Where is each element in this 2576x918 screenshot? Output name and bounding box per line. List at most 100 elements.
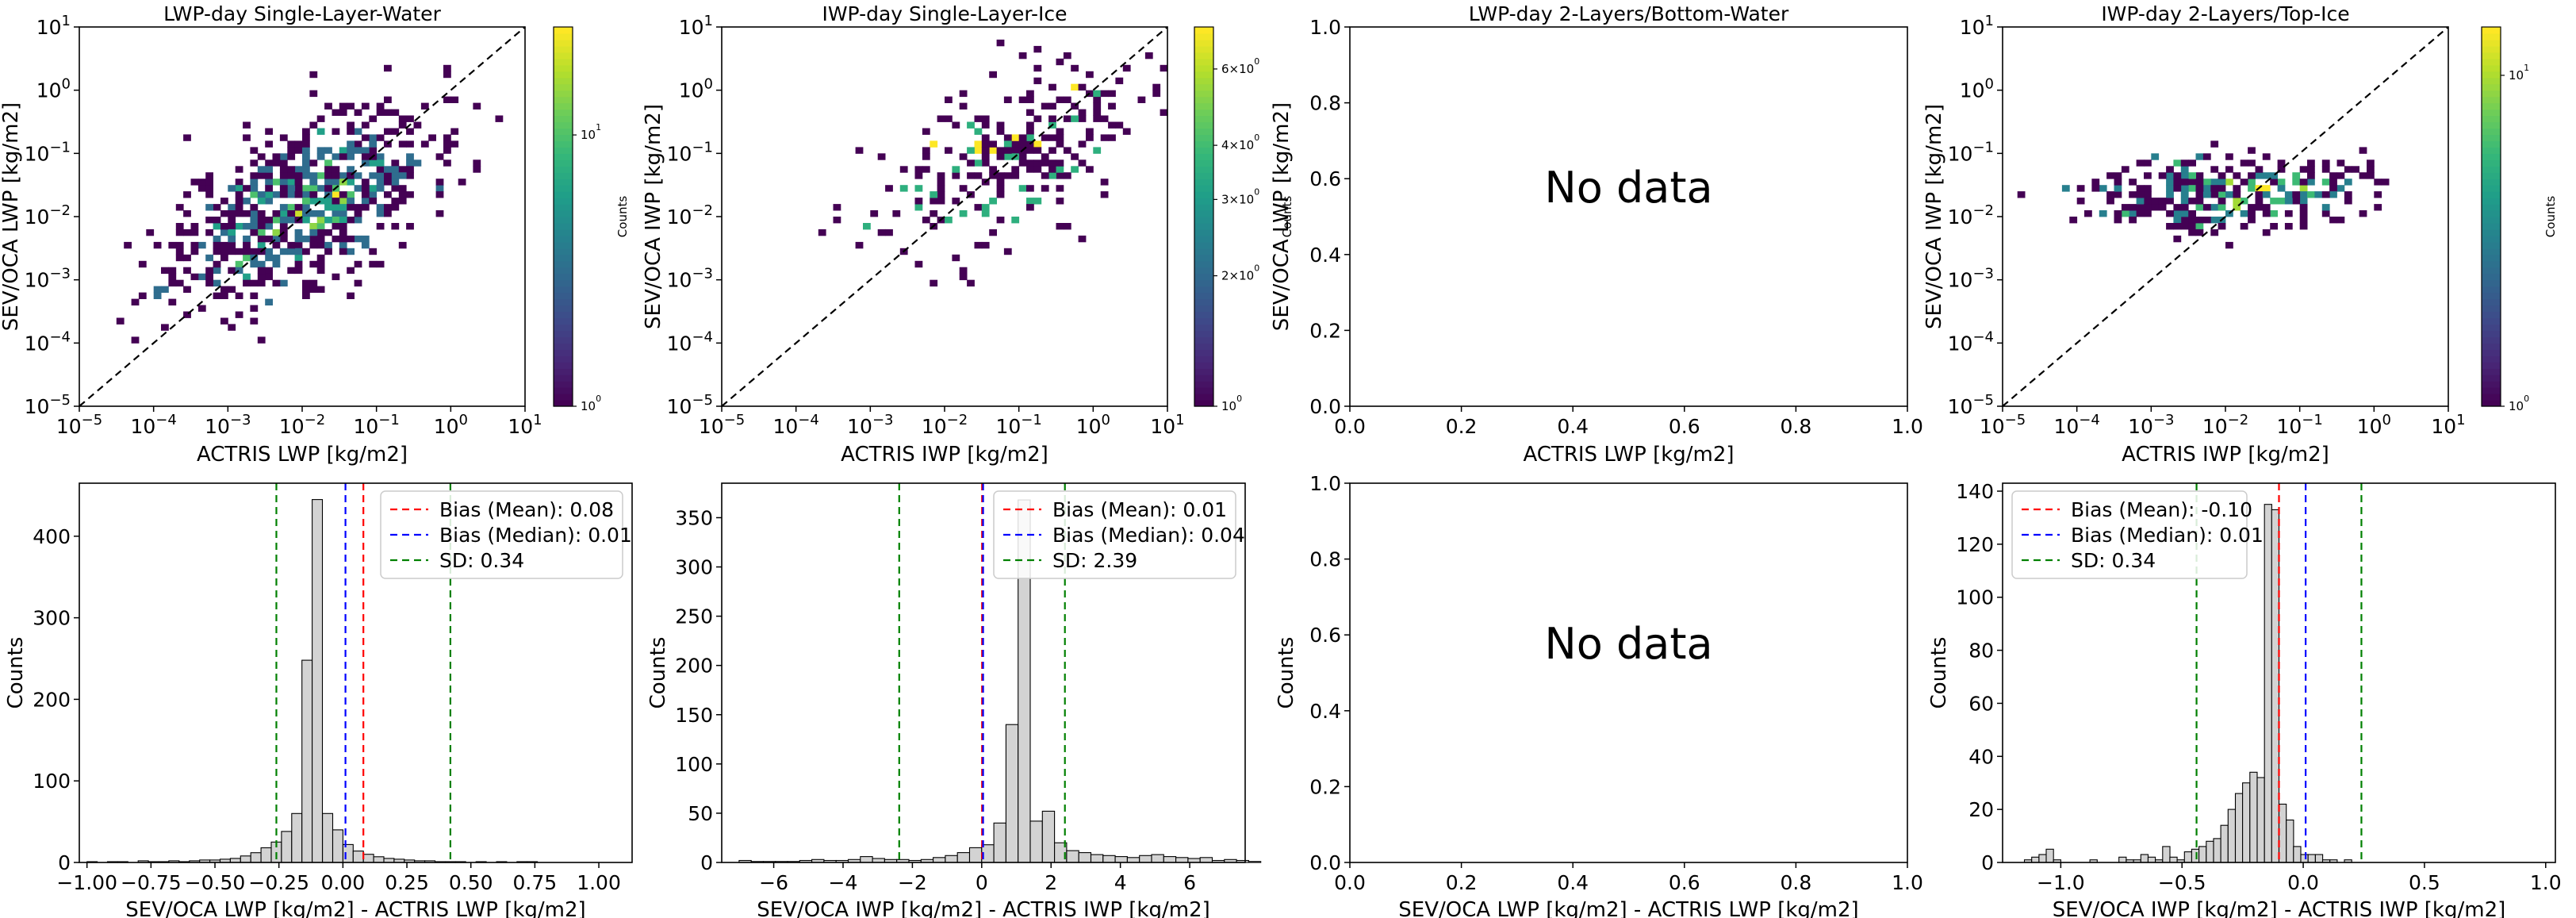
heatmap-cell [2099, 185, 2107, 192]
heatmap-cell [1144, 52, 1153, 60]
heatmap-cell [250, 159, 259, 167]
heatmap-cell [250, 260, 259, 268]
heatmap-cell [2336, 159, 2345, 167]
colorbar-band [2482, 179, 2501, 186]
heatmap-cell [952, 254, 960, 262]
x-tick-label: 0.50 [449, 871, 493, 894]
x-tick-label: 1.0 [1892, 415, 1923, 438]
heatmap-cell [1056, 159, 1064, 167]
heatmap-cell [235, 210, 243, 217]
heatmap-cell [339, 198, 347, 205]
heatmap-cell [391, 179, 400, 186]
y-tick-label: 150 [675, 704, 713, 727]
heatmap-cell [391, 223, 400, 230]
heatmap-cell [443, 140, 451, 148]
heatmap-cell [250, 191, 259, 198]
heatmap-cell [302, 172, 310, 179]
colorbar-band [554, 204, 573, 211]
heatmap-cell [376, 102, 385, 109]
heatmap-cell [339, 248, 347, 255]
heatmap-cell [265, 254, 273, 262]
heatmap-cell [324, 172, 332, 179]
heatmap-cell [2144, 159, 2152, 167]
y-tick-label: 0.6 [1309, 624, 1341, 647]
heatmap-cell [2144, 191, 2152, 198]
heatmap-cell [316, 260, 325, 268]
heatmap-cell [2240, 198, 2248, 205]
x-tick-label: 10−2 [2202, 412, 2248, 438]
y-tick-label: 10−3 [1948, 266, 1994, 292]
heatmap-cell [228, 223, 236, 230]
heatmap-cell [2084, 210, 2092, 217]
heatmap-cell [2202, 204, 2211, 211]
histogram-bar [933, 857, 946, 863]
colorbar-band [1194, 147, 1213, 154]
heatmap-cell [257, 229, 266, 236]
heatmap-cell [243, 248, 251, 255]
heatmap-cell [294, 172, 303, 179]
heatmap-cell [250, 229, 259, 236]
colorbar-band [2482, 121, 2501, 129]
colorbar-band [554, 90, 573, 98]
heatmap-cell [435, 179, 444, 186]
heatmap-cell [2307, 172, 2315, 179]
y-axis-label: Counts [4, 637, 28, 709]
x-tick-label: 1.00 [577, 871, 621, 894]
heatmap-cell [398, 198, 407, 205]
heatmap-cell [2292, 198, 2301, 205]
heatmap-cell [2240, 179, 2248, 186]
colorbar-band [554, 71, 573, 79]
heatmap-cell [2307, 166, 2315, 173]
colorbar-band [554, 159, 573, 167]
colorbar-band [1194, 153, 1213, 160]
heatmap-cell [190, 229, 199, 236]
heatmap-cell [168, 298, 177, 305]
heatmap-cell [220, 198, 228, 205]
heatmap-cell [2270, 210, 2278, 217]
heatmap-cell [959, 102, 968, 109]
colorbar-band [1194, 223, 1213, 230]
heatmap-cell [996, 179, 1005, 186]
x-axis-label: ACTRIS IWP [kg/m2] [2122, 443, 2329, 467]
heatmap-cell [1011, 147, 1020, 154]
heatmap-cell [2180, 217, 2189, 224]
heatmap-cell [1018, 159, 1027, 167]
heatmap-cell [183, 191, 191, 198]
x-tick-label: 10−3 [847, 412, 893, 438]
colorbar-band [554, 305, 573, 313]
heatmap-cell [1011, 217, 1020, 224]
heatmap-cell [197, 179, 206, 186]
legend-label: Bias (Mean): -0.10 [2071, 498, 2252, 521]
colorbar-band [1194, 355, 1213, 363]
heatmap-cell [228, 286, 236, 293]
heatmap-cell [1056, 172, 1064, 179]
heatmap-cell [398, 115, 407, 122]
histogram-bar [281, 831, 293, 863]
heatmap-cell [2277, 185, 2286, 192]
y-tick-label: 0.4 [1309, 244, 1341, 267]
heatmap-cell [265, 185, 273, 192]
heatmap-cell [391, 159, 400, 167]
heatmap-cell [205, 191, 213, 198]
histogram-bar [1102, 855, 1116, 863]
colorbar-band [1194, 374, 1213, 382]
heatmap-cell [294, 267, 303, 275]
heatmap-cell [1071, 115, 1079, 122]
heatmap-cell [294, 248, 303, 255]
heatmap-cell [2277, 198, 2286, 205]
heatmap-cell [287, 248, 296, 255]
heatmap-cell [495, 115, 504, 122]
heatmap-cell [2114, 179, 2122, 186]
heatmap-cell [2299, 223, 2308, 230]
heatmap-cell [2166, 223, 2174, 230]
x-tick-label: 10−5 [56, 412, 102, 438]
heatmap-cell [376, 109, 385, 116]
histogram-bar [1151, 854, 1164, 863]
heatmap-cell [265, 273, 273, 281]
x-tick-label: 0.2 [1446, 415, 1478, 438]
colorbar-band [554, 362, 573, 369]
panel-4: IWP-day 2-Layers/Top-Ice 10−5 10−4 10−3 10−2… [1922, 2, 2558, 467]
heatmap-cell [1063, 223, 1071, 230]
heatmap-cell [2166, 185, 2174, 192]
heatmap-cell [213, 217, 221, 224]
